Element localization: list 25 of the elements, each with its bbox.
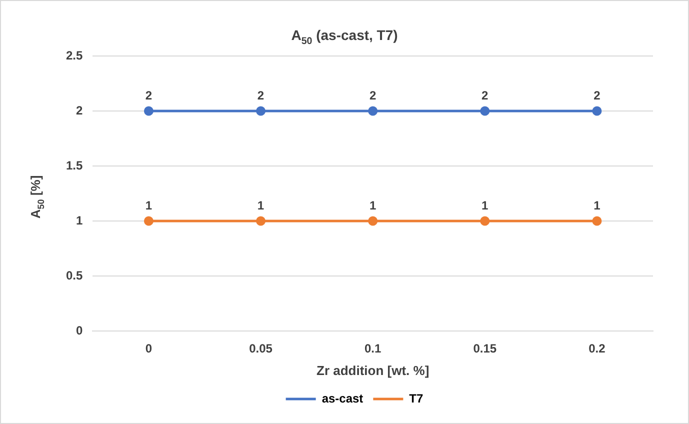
data-label: 1: [594, 198, 601, 212]
data-label: 1: [369, 198, 376, 212]
data-label: 1: [145, 198, 152, 212]
data-label: 1: [257, 198, 264, 212]
data-label: 2: [482, 88, 489, 102]
chart-title: A$_{50}$ (as-cast, T7): [290, 27, 399, 47]
x-tick-label: 0.05: [249, 342, 273, 356]
data-label: 2: [145, 88, 152, 102]
data-label: 2: [257, 88, 264, 102]
data-label: 1: [482, 198, 489, 212]
legend-label: as-cast: [322, 391, 364, 406]
y-tick-label: 1.5: [66, 158, 83, 172]
x-tick-label: 0.1: [364, 342, 382, 356]
x-tick-label: 0.15: [473, 342, 497, 356]
data-label: 2: [594, 88, 601, 102]
y-tick-label: 1: [76, 213, 83, 228]
y-tick-label: 0.5: [66, 268, 83, 282]
legend-label: T7: [409, 391, 424, 406]
y-tick-label: 0: [76, 323, 83, 338]
y-tick-label: 2.5: [66, 48, 83, 62]
x-tick-label: 0: [145, 342, 152, 356]
x-tick-label: 0.2: [588, 342, 606, 356]
x-axis-title: Zr addition [wt. %]: [316, 362, 430, 378]
y-tick-label: 2: [76, 103, 83, 118]
data-label: 2: [369, 88, 376, 102]
